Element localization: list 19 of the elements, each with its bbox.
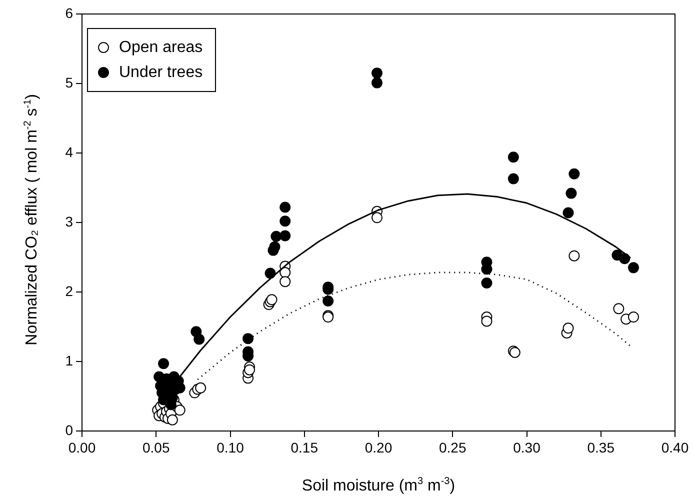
x-tick-label: 0.30 xyxy=(513,439,541,456)
x-tick-label: 0.10 xyxy=(216,439,244,456)
x-tick-label: 0.20 xyxy=(364,439,392,456)
x-tick-label: 0.25 xyxy=(439,439,466,456)
y-tick-label: 1 xyxy=(65,352,74,368)
y-tick-label: 6 xyxy=(65,4,74,21)
x-tick-label: 0.05 xyxy=(142,439,170,456)
legend-label: Under trees xyxy=(119,64,203,82)
x-tick-label: 0.00 xyxy=(68,439,96,456)
x-tick-label: 0.15 xyxy=(290,439,318,456)
y-tick-label: 3 xyxy=(65,213,74,230)
legend-label: Open areas xyxy=(119,38,203,56)
x-tick-label: 0.40 xyxy=(661,439,689,456)
y-tick-label: 2 xyxy=(65,282,74,299)
x-tick-label: 0.35 xyxy=(587,439,615,456)
x-axis-title: Soil moisture (m$^{3}$ m$^{-3}$) xyxy=(300,476,456,496)
y-tick-label: 5 xyxy=(65,74,74,90)
y-tick-label: 0 xyxy=(65,422,74,438)
y-tick-label: 4 xyxy=(65,144,74,160)
